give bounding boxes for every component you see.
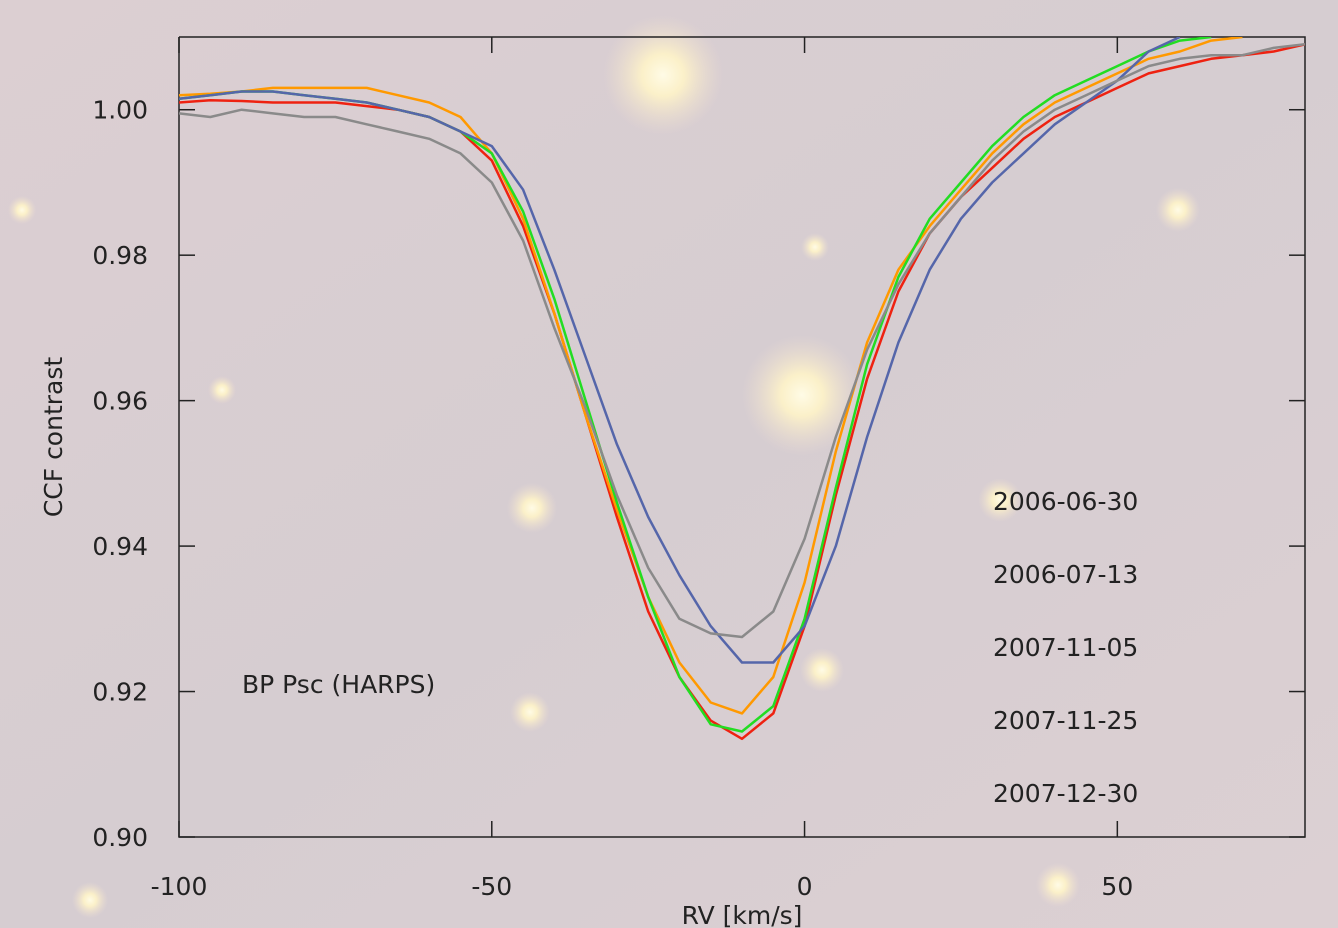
series-line bbox=[179, 37, 1243, 715]
legend-entry: 2007-11-25 bbox=[993, 706, 1138, 735]
legend-entry: 2007-12-30 bbox=[993, 779, 1138, 808]
series-line bbox=[179, 37, 1181, 664]
y-tick-label: 0.90 bbox=[92, 823, 148, 852]
y-tick-label: 1.00 bbox=[92, 96, 148, 125]
legend-entry: 2006-06-30 bbox=[993, 487, 1138, 516]
plot-area bbox=[179, 37, 1305, 741]
y-axis-label: CCF contrast bbox=[39, 357, 68, 518]
x-tick-label: -50 bbox=[471, 872, 512, 901]
legend-entry: 2007-11-05 bbox=[993, 633, 1138, 662]
x-tick-label: 0 bbox=[797, 872, 813, 901]
y-tick-label: 0.92 bbox=[92, 678, 148, 707]
x-tick-label: -100 bbox=[151, 872, 208, 901]
x-tick-label: 50 bbox=[1101, 872, 1133, 901]
series-line bbox=[179, 43, 1305, 741]
y-tick-label: 0.98 bbox=[92, 241, 148, 270]
series-line bbox=[179, 43, 1305, 639]
legend-entry: 2006-07-13 bbox=[993, 560, 1138, 589]
y-tick-label: 0.94 bbox=[92, 532, 148, 561]
y-tick-label: 0.96 bbox=[92, 387, 148, 416]
x-axis-label: RV [km/s] bbox=[682, 901, 803, 928]
annotation: BP Psc (HARPS) bbox=[242, 670, 435, 699]
